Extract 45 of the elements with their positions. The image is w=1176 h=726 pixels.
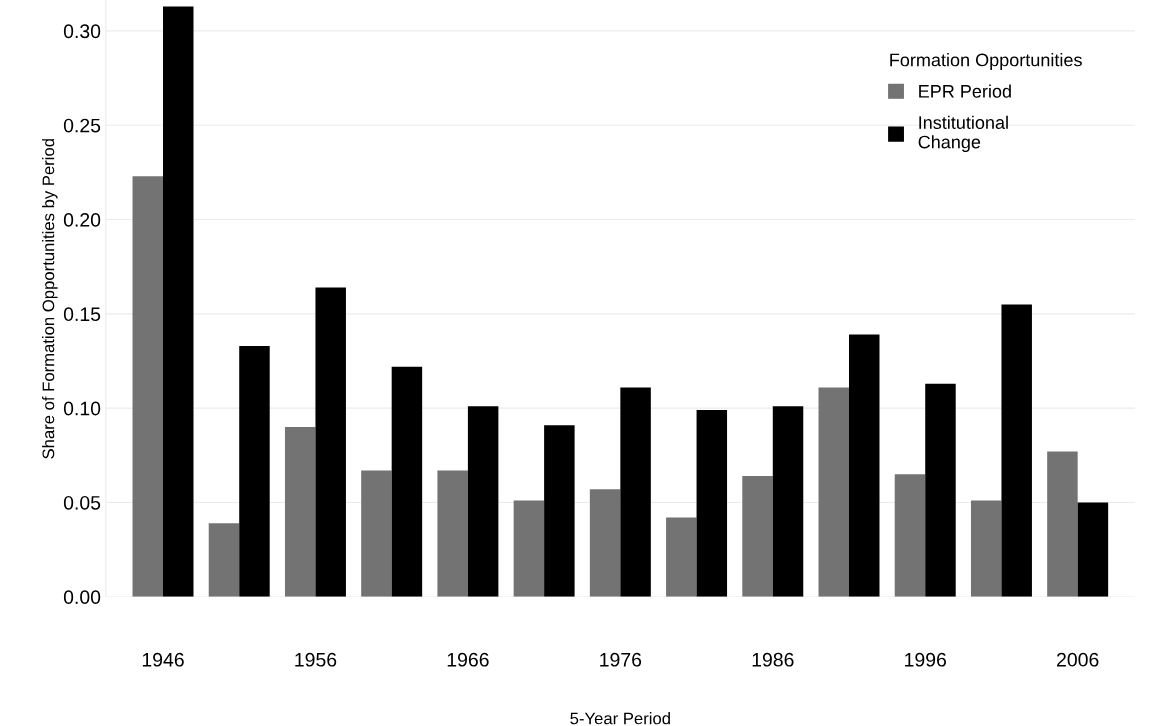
bar	[742, 476, 773, 597]
bar	[925, 383, 956, 597]
y-tick-label: 0.10	[63, 401, 101, 416]
y-tick-label: 0.30	[63, 24, 101, 39]
bar	[589, 489, 621, 597]
bar	[970, 500, 1002, 597]
bar	[666, 517, 697, 597]
x-tick-label: 1966	[447, 652, 489, 667]
y-tick-label: 0.20	[63, 213, 101, 227]
bar	[544, 425, 575, 597]
legend-label: EPR Period	[919, 84, 1011, 98]
bar	[513, 500, 545, 597]
bar	[391, 366, 423, 597]
y-tick-label: 0.15	[63, 307, 101, 322]
bar	[208, 523, 240, 597]
bar	[849, 334, 880, 597]
bar	[163, 6, 194, 597]
legend-label: Institutional Change	[918, 115, 1008, 153]
x-tick-label: 1976	[600, 652, 642, 667]
bar	[772, 406, 804, 597]
legend-title: Formation Opportunities	[890, 53, 1082, 70]
x-tick-label: 1956	[295, 652, 337, 667]
x-tick-label: 1996	[905, 652, 946, 667]
y-tick-label: 0.25	[63, 118, 101, 133]
bar	[894, 474, 926, 597]
bar	[1077, 502, 1109, 597]
bar	[437, 470, 468, 597]
bar	[620, 387, 651, 597]
bar	[1047, 451, 1078, 597]
bar	[1001, 304, 1032, 597]
y-tick-label: 0.05	[63, 495, 101, 510]
bar	[361, 470, 392, 597]
bar	[696, 410, 728, 597]
bar	[284, 427, 316, 597]
y-tick-label: 0.00	[63, 590, 101, 605]
x-tick-label: 2006	[1057, 652, 1099, 667]
bar	[818, 387, 850, 597]
bar	[467, 406, 499, 597]
bar	[315, 287, 346, 597]
x-tick-label: 1946	[142, 652, 184, 667]
y-axis-title: Share of Formation Opportunities by Period	[42, 139, 58, 459]
x-tick-label: 1986	[752, 652, 794, 667]
bar	[132, 176, 164, 597]
x-axis-title: 5-Year Period	[570, 712, 670, 725]
bar	[239, 345, 270, 597]
